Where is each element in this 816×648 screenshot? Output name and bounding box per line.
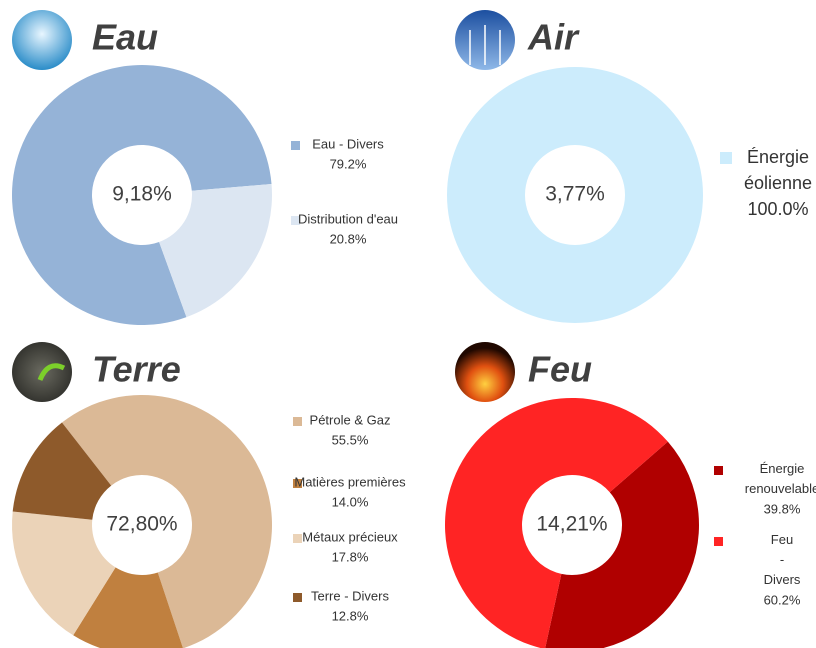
chart-title: Eau (92, 17, 158, 58)
center-label: 9,18% (112, 183, 172, 206)
center-label: 3,77% (545, 183, 605, 206)
legend-swatch (714, 537, 723, 546)
legend-value: 12.8% (332, 608, 369, 623)
legend-label: Matières premières (294, 474, 406, 489)
legend-label: Terre - Divers (311, 588, 390, 603)
legend-label: Feu-Divers (764, 532, 801, 587)
water-icon (12, 10, 72, 70)
chart-title: Air (527, 17, 580, 58)
legend-swatch (293, 417, 302, 426)
legend-swatch (720, 152, 732, 164)
center-label: 72,80% (106, 513, 177, 536)
legend-value: 60.2% (764, 592, 801, 607)
legend-label: Pétrole & Gaz (310, 412, 391, 427)
legend-label: Distribution d'eau (298, 211, 398, 226)
legend-value: 39.8% (764, 501, 801, 516)
page: {"chart_data": [ {"type": "pie", "title"… (0, 0, 816, 648)
legend-value: 17.8% (332, 549, 369, 564)
legend-swatch (293, 593, 302, 602)
legend-value: 79.2% (330, 156, 367, 171)
chart-title: Feu (528, 349, 592, 390)
legend-swatch (291, 141, 300, 150)
legend-swatch (714, 466, 723, 475)
chart-title: Terre (92, 349, 181, 390)
chart-grid: Eau Eau - Divers 79.2% Distribution d'eau 20… (0, 0, 816, 648)
legend-label: Eau - Divers (312, 136, 384, 151)
legend-value: 14.0% (332, 494, 369, 509)
legend-swatch (293, 534, 302, 543)
legend-label: Métaux précieux (302, 529, 398, 544)
legend-value: 100.0% (747, 199, 808, 219)
fire-icon (455, 342, 515, 402)
legend-value: 20.8% (330, 231, 367, 246)
legend-value: 55.5% (332, 432, 369, 447)
center-label: 14,21% (536, 513, 607, 536)
